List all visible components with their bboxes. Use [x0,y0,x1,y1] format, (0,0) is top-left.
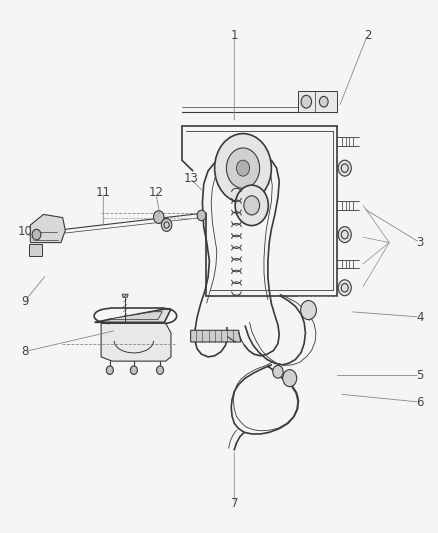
Circle shape [237,160,250,176]
Circle shape [215,134,272,203]
Circle shape [301,95,311,108]
Text: 7: 7 [230,497,238,510]
Text: 8: 8 [21,345,28,358]
Circle shape [131,366,138,374]
Circle shape [153,211,164,223]
Polygon shape [95,309,171,322]
Circle shape [338,280,351,296]
Circle shape [226,148,260,188]
Circle shape [156,366,163,374]
Text: 1: 1 [230,29,238,42]
Polygon shape [106,312,162,320]
Text: 12: 12 [148,185,163,199]
Circle shape [273,366,283,378]
Circle shape [197,210,206,221]
Text: 13: 13 [183,172,198,185]
Text: 9: 9 [21,295,28,308]
Text: 2: 2 [364,29,371,42]
Text: 11: 11 [96,185,111,199]
Circle shape [32,229,41,240]
Polygon shape [30,214,65,243]
Text: 3: 3 [416,236,424,249]
Polygon shape [191,330,241,342]
Text: 10: 10 [17,225,32,238]
Circle shape [300,301,316,320]
Circle shape [244,196,260,215]
Polygon shape [29,244,42,256]
Circle shape [283,369,297,386]
Circle shape [106,366,113,374]
Text: 4: 4 [416,311,424,324]
Text: 5: 5 [416,369,424,382]
Polygon shape [101,324,171,361]
Text: 6: 6 [416,395,424,409]
Circle shape [319,96,328,107]
Circle shape [235,185,268,225]
Polygon shape [297,91,337,112]
Polygon shape [122,294,128,297]
Circle shape [338,227,351,243]
Circle shape [338,160,351,176]
Circle shape [161,219,172,231]
